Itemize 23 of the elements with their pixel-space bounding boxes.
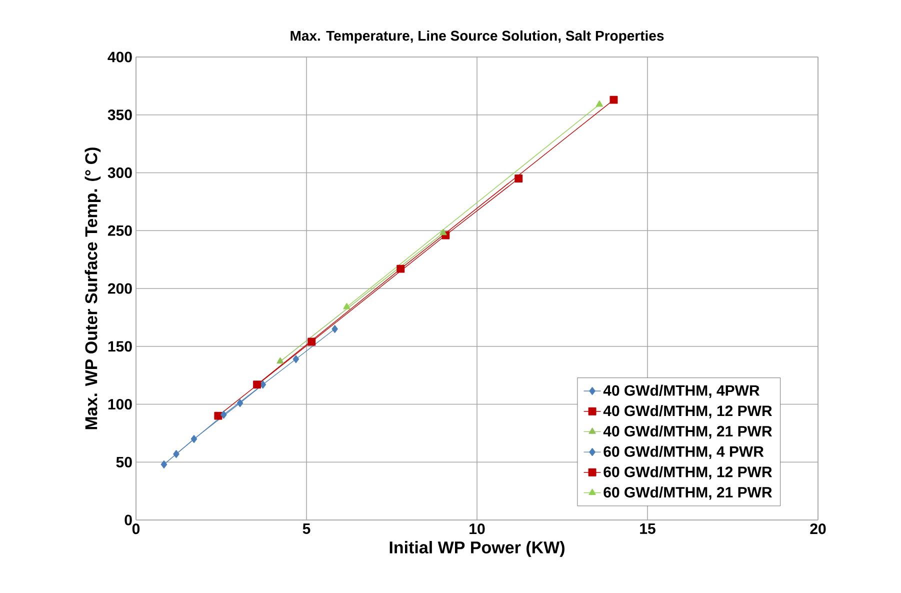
- y-tick-label: 300: [108, 167, 132, 178]
- x-axis-title: Initial WP Power (KW): [390, 540, 564, 557]
- legend-label: 40 GWd/MTHM, 12 PWR: [603, 405, 772, 418]
- y-axis-title: Max. WP Outer Surface Temp. (° C): [84, 148, 101, 430]
- y-tick-label: 400: [108, 52, 132, 62]
- y-tick-label: 200: [108, 283, 132, 294]
- y-tick-label: 100: [108, 398, 132, 410]
- x-tick-label: 15: [640, 524, 656, 534]
- y-tick-label: 150: [108, 341, 132, 352]
- legend-label: 60 GWd/MTHM, 4 PWR: [604, 446, 764, 460]
- x-tick-label: 5: [302, 524, 310, 534]
- y-tick-label: 50: [116, 456, 132, 468]
- legend-label: 60 GWd/MTHM, 12 PWR: [604, 466, 772, 480]
- chart-title: Max. Temperature, Line Source Solution, Salt Properties: [290, 30, 664, 44]
- x-tick-label: 20: [810, 524, 826, 534]
- y-tick-label: 350: [108, 110, 132, 120]
- legend-label: 40 GWd/MTHM, 4PWR: [603, 384, 760, 398]
- x-tick-label: 10: [470, 524, 485, 534]
- legend-label: 40 GWd/MTHM, 21 PWR: [603, 426, 772, 439]
- y-tick-label: 250: [108, 225, 132, 236]
- legend-label: 60 GWd/MTHM, 21 PWR: [604, 486, 772, 500]
- y-tick-label: 0: [124, 514, 132, 526]
- x-tick-label: 0: [132, 524, 140, 534]
